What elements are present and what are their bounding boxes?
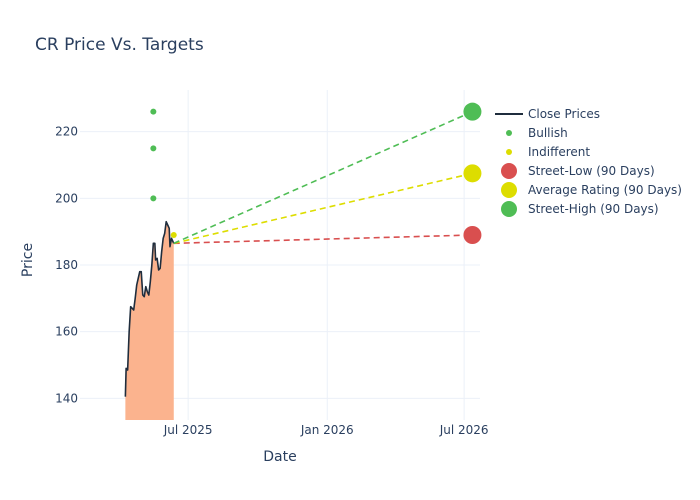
legend-item-street-high[interactable]: Street-High (90 Days) bbox=[501, 201, 659, 217]
legend-item-average-rating[interactable]: Average Rating (90 Days) bbox=[501, 182, 682, 198]
legend-circle-icon bbox=[501, 182, 517, 198]
legend-dot-icon bbox=[506, 130, 512, 136]
close-price-area bbox=[125, 221, 174, 420]
street-low-target-line bbox=[173, 234, 473, 245]
y-tick-label: 200 bbox=[55, 191, 78, 205]
legend-label-indifferent: Indifferent bbox=[528, 145, 590, 159]
legend-label-average-rating: Average Rating (90 Days) bbox=[528, 183, 682, 197]
street-high-target-marker bbox=[463, 102, 482, 121]
legend-item-close-prices[interactable]: Close Prices bbox=[495, 107, 600, 121]
y-tick-label: 140 bbox=[55, 391, 78, 405]
bullish-rating-point bbox=[150, 195, 157, 202]
y-axis-ticks: 140 160 180 200 220 bbox=[55, 125, 78, 406]
x-axis-ticks: Jul 2025 Jan 2026 Jul 2026 bbox=[163, 423, 489, 437]
target-lines bbox=[173, 110, 473, 245]
street-low-target-marker bbox=[463, 226, 482, 244]
legend-circle-icon bbox=[501, 201, 517, 217]
legend-label-close-prices: Close Prices bbox=[528, 107, 600, 121]
bullish-rating-point bbox=[150, 145, 157, 152]
close-price-area-fill bbox=[125, 221, 174, 420]
x-tick-label: Jan 2026 bbox=[300, 423, 354, 437]
x-axis-title: Date bbox=[263, 449, 296, 465]
legend-circle-icon bbox=[501, 163, 517, 179]
legend-item-bullish[interactable]: Bullish bbox=[506, 126, 568, 140]
y-tick-label: 160 bbox=[55, 325, 78, 339]
x-tick-label: Jul 2025 bbox=[163, 423, 213, 437]
legend-label-street-low: Street-Low (90 Days) bbox=[528, 164, 655, 178]
legend-dot-icon bbox=[506, 149, 512, 155]
street-high-target-line bbox=[173, 110, 473, 245]
average-rating-target-marker bbox=[463, 164, 482, 183]
indifferent-rating-point bbox=[170, 232, 177, 238]
average-rating-target-line bbox=[173, 172, 473, 245]
close-price-line bbox=[124, 220, 175, 397]
close-price-line-path bbox=[124, 220, 175, 397]
markers bbox=[150, 102, 482, 244]
y-tick-label: 180 bbox=[55, 258, 78, 272]
bullish-rating-point bbox=[150, 108, 157, 115]
x-tick-label: Jul 2026 bbox=[439, 423, 489, 437]
y-axis-title: Price bbox=[20, 243, 36, 277]
legend-item-indifferent[interactable]: Indifferent bbox=[506, 145, 590, 159]
legend-item-street-low[interactable]: Street-Low (90 Days) bbox=[501, 163, 655, 179]
legend-label-street-high: Street-High (90 Days) bbox=[528, 202, 659, 216]
legend-label-bullish: Bullish bbox=[528, 126, 568, 140]
y-tick-label: 220 bbox=[55, 125, 78, 139]
chart-title: CR Price Vs. Targets bbox=[35, 35, 204, 55]
legend[interactable]: Close Prices Bullish Indifferent Street-… bbox=[495, 107, 682, 217]
